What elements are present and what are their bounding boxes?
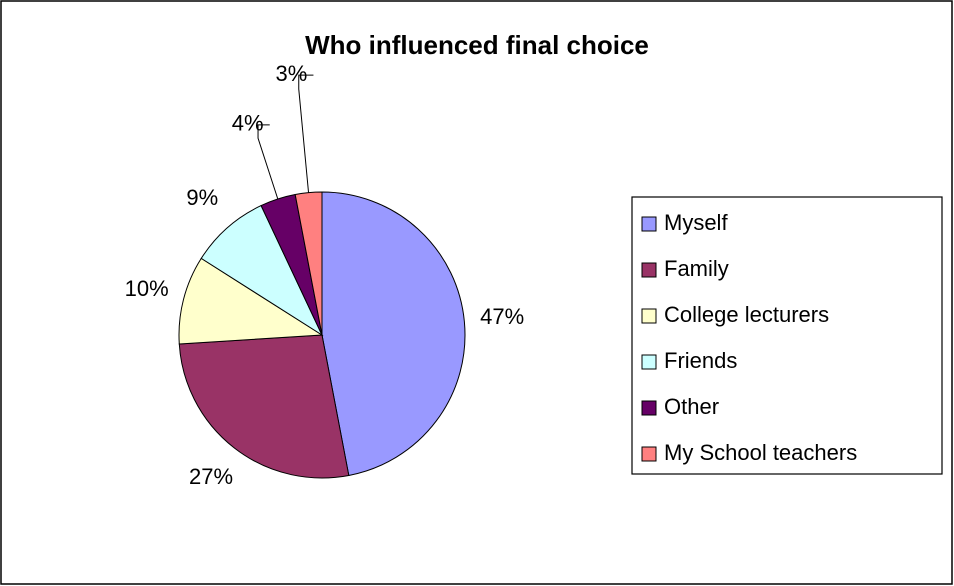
pie-slice	[321, 191, 466, 477]
data-label: 9%	[186, 185, 218, 210]
pie-slice	[178, 334, 350, 479]
legend-label: My School teachers	[664, 440, 857, 465]
data-label: 27%	[189, 464, 233, 489]
legend-swatch	[641, 308, 657, 324]
data-label: 3%	[276, 61, 308, 86]
legend-label: College lecturers	[664, 302, 829, 327]
legend-box	[631, 196, 943, 475]
legend-swatch	[641, 446, 657, 462]
leader-line	[298, 74, 314, 193]
pie-slice	[200, 204, 324, 337]
legend-label: Family	[664, 256, 729, 281]
legend-swatch	[641, 400, 657, 416]
leader-line	[257, 124, 279, 200]
legend-swatch	[641, 216, 657, 232]
data-label: 4%	[232, 111, 264, 136]
pie-slice	[178, 257, 324, 345]
legend-swatch	[641, 354, 657, 370]
chart-title: Who influenced final choice	[305, 30, 649, 60]
data-label: 10%	[125, 276, 169, 301]
data-label: 47%	[480, 304, 524, 329]
legend-label: Friends	[664, 348, 737, 373]
legend-swatch	[641, 262, 657, 278]
legend-label: Myself	[664, 210, 728, 235]
legend-label: Other	[664, 394, 719, 419]
